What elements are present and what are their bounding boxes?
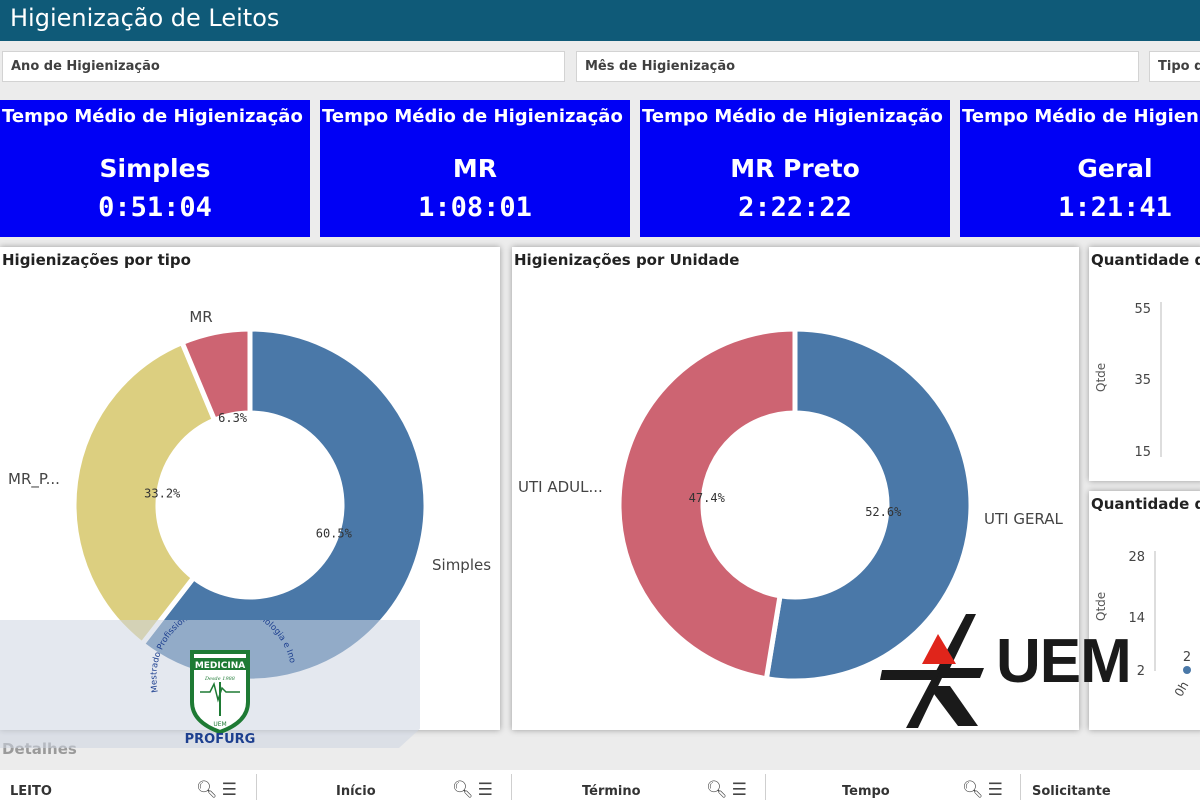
column-header-tempo[interactable]: Tempo xyxy=(842,784,890,799)
y-tick-label: 15 xyxy=(1134,445,1151,460)
slice-value-label: 52.6% xyxy=(865,505,902,519)
menu-icon[interactable]: ☰ xyxy=(477,780,497,800)
donut-slice[interactable] xyxy=(616,326,798,682)
donut-slice[interactable] xyxy=(763,326,974,684)
kpi-title: Tempo Médio de Higienização xyxy=(322,106,623,127)
kpi-title: Tempo Médio de Higienizaç xyxy=(962,106,1200,127)
column-header-solicitante[interactable]: Solicitante xyxy=(1032,784,1111,799)
profurg-name: PROFURG xyxy=(185,732,256,747)
slice-value-label: 60.5% xyxy=(316,527,353,541)
search-icon[interactable]: 🔍︎ xyxy=(706,780,732,800)
column-header-termino[interactable]: Término xyxy=(582,784,641,799)
column-header-inicio[interactable]: Início xyxy=(336,784,376,799)
donut-chart-tipo: 60.5% Simples 33.2% MR_P... 6.3% MR xyxy=(8,308,491,684)
profurg-arc-path: Mestrado Profissional em Gestão, Tecnolo… xyxy=(0,620,297,693)
donut-slice[interactable] xyxy=(178,326,253,424)
kpi-value: 2:22:22 xyxy=(738,192,852,223)
profurg-logo-overlay: Mestrado Profissional em Gestão, Tecnolo… xyxy=(0,620,420,748)
column-tools-leito: 🔍︎☰ xyxy=(196,780,241,800)
medicina-text: MEDICINA xyxy=(195,661,245,671)
title-bar: Higienização de Leitos xyxy=(0,0,1200,41)
slice-category-label: Simples xyxy=(432,556,491,574)
y-tick-label: 14 xyxy=(1128,611,1145,626)
column-tools-termino: 🔍︎☰ xyxy=(706,780,751,800)
donut-chart-unidade: 52.6% UTI GERAL 47.4% UTI ADUL... xyxy=(518,326,1064,684)
profurg-arc-text: Mestrado Profissional em Gestão, Tecnolo… xyxy=(0,620,297,693)
kpi-title: Tempo Médio de Higienização xyxy=(2,106,303,127)
y-axis-label: Qtde xyxy=(1094,363,1108,392)
y-tick-label: 35 xyxy=(1134,373,1151,388)
column-divider xyxy=(256,774,257,800)
profurg-emblem: Mestrado Profissional em Gestão, Tecnolo… xyxy=(0,620,297,747)
data-label: 2 xyxy=(1183,650,1191,665)
kpi-simples: Tempo Médio de Higienização Simples 0:51… xyxy=(0,100,310,237)
filter-type[interactable]: Tipo d xyxy=(1149,51,1200,82)
filter-year[interactable]: Ano de Higienização xyxy=(2,51,565,82)
x-tick-label: 0h xyxy=(1172,679,1192,699)
y-axis-label: Qtde xyxy=(1094,592,1108,621)
slice-value-label: 33.2% xyxy=(144,486,181,500)
kpi-label: Simples xyxy=(99,154,211,183)
column-tools-inicio: 🔍︎☰ xyxy=(452,780,497,800)
menu-icon[interactable]: ☰ xyxy=(731,780,751,800)
kpi-title: Tempo Médio de Higienização xyxy=(642,106,943,127)
kpi-label: Geral xyxy=(1077,154,1153,183)
kpi-mr: Tempo Médio de Higienização MR 1:08:01 xyxy=(320,100,630,237)
profurg-year: Desde 1988 xyxy=(204,676,235,682)
kpi-value: 1:08:01 xyxy=(418,192,532,223)
column-divider xyxy=(1020,774,1021,800)
chart-title: Higienizações por Unidade xyxy=(514,251,740,269)
y-tick-label: 55 xyxy=(1134,302,1151,317)
kpi-label: MR xyxy=(452,154,498,183)
details-table-header: LEITO 🔍︎☰ Início 🔍︎☰ Término 🔍︎☰ Tempo 🔍… xyxy=(0,770,1200,800)
column-divider xyxy=(511,774,512,800)
search-icon[interactable]: 🔍︎ xyxy=(452,780,478,800)
heartbeat-icon xyxy=(200,681,240,703)
column-tools-tempo: 🔍︎☰ xyxy=(962,780,1007,800)
filter-year-label: Ano de Higienização xyxy=(11,59,160,74)
slice-value-label: 47.4% xyxy=(689,491,726,505)
chart-title: Quantidade d xyxy=(1091,495,1200,513)
slice-category-label: UTI GERAL xyxy=(984,510,1064,528)
kpi-label: MR Preto xyxy=(730,154,860,183)
y-tick-label: 28 xyxy=(1128,550,1145,565)
slice-category-label: MR_P... xyxy=(8,470,60,489)
slice-category-label: UTI ADUL... xyxy=(518,478,603,496)
kpi-mr-preto: Tempo Médio de Higienização MR Preto 2:2… xyxy=(640,100,950,237)
line-chart-1: Qtde 55 35 15 xyxy=(1094,302,1162,460)
slice-value-label: 6.3% xyxy=(218,411,248,425)
menu-icon[interactable]: ☰ xyxy=(221,780,241,800)
chart-title: Higienizações por tipo xyxy=(2,251,191,269)
filter-month[interactable]: Mês de Higienização xyxy=(576,51,1139,82)
donut-slice[interactable] xyxy=(71,339,218,648)
panel-quantidade-2: Quantidade d Qtde 28 14 2 2 0h xyxy=(1089,491,1200,730)
kpi-value: 0:51:04 xyxy=(98,192,212,223)
panel-quantidade-1: Quantidade d Qtde 55 35 15 xyxy=(1089,247,1200,481)
y-tick-label: 2 xyxy=(1137,664,1145,679)
uem-wordmark: UEM xyxy=(996,627,1132,696)
filter-month-label: Mês de Higienização xyxy=(585,59,736,74)
app-title: Higienização de Leitos xyxy=(10,4,280,32)
uem-logo: UEM xyxy=(880,608,1140,730)
panel-higienizacoes-por-unidade: Higienizações por Unidade 52.6% UTI GERAL… xyxy=(512,247,1079,730)
data-point xyxy=(1183,666,1191,674)
filter-type-label: Tipo d xyxy=(1158,59,1200,74)
kpi-geral: Tempo Médio de Higienizaç Geral 1:21:41 xyxy=(960,100,1200,237)
search-icon[interactable]: 🔍︎ xyxy=(962,780,988,800)
medicina-banner xyxy=(190,658,250,670)
line-chart-2: Qtde 28 14 2 2 0h xyxy=(1094,550,1192,699)
profurg-uem-small: UEM xyxy=(213,721,226,728)
chart-title: Quantidade d xyxy=(1091,251,1200,269)
menu-icon[interactable]: ☰ xyxy=(987,780,1007,800)
slice-category-label: MR xyxy=(189,308,212,326)
search-icon[interactable]: 🔍︎ xyxy=(196,780,222,800)
kpi-value: 1:21:41 xyxy=(1058,192,1172,223)
uem-emblem-icon xyxy=(880,614,984,728)
column-header-leito[interactable]: LEITO xyxy=(10,784,52,799)
column-divider xyxy=(765,774,766,800)
